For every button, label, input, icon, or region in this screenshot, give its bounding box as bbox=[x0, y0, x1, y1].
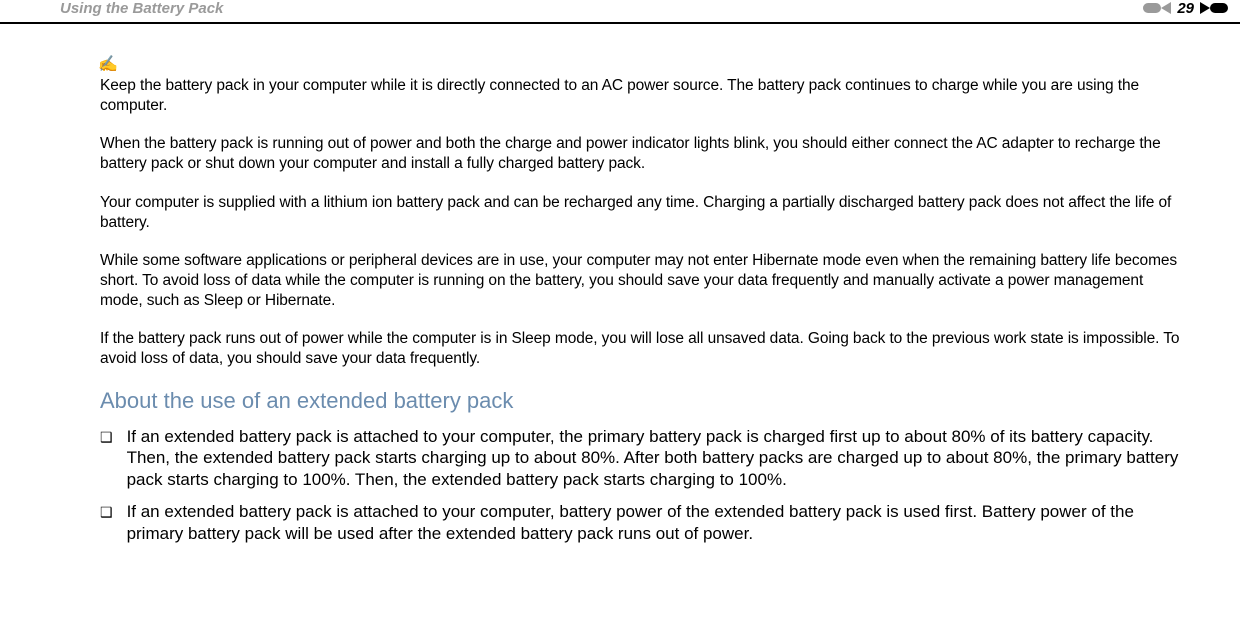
page-navigation: 29 bbox=[1143, 0, 1228, 17]
bullet-text: If an extended battery pack is attached … bbox=[127, 426, 1180, 491]
list-item: ❑ If an extended battery pack is attache… bbox=[100, 426, 1180, 491]
paragraph: If the battery pack runs out of power wh… bbox=[100, 329, 1180, 369]
bullet-marker-icon: ❑ bbox=[100, 429, 113, 446]
note-icon: ✍ bbox=[98, 54, 1180, 74]
paragraph: Your computer is supplied with a lithium… bbox=[100, 193, 1180, 233]
list-item: ❑ If an extended battery pack is attache… bbox=[100, 501, 1180, 545]
bullet-list: ❑ If an extended battery pack is attache… bbox=[100, 426, 1180, 545]
nav-prev-capsule[interactable] bbox=[1143, 3, 1161, 13]
section-heading: About the use of an extended battery pac… bbox=[100, 388, 1180, 414]
page-number: 29 bbox=[1177, 0, 1194, 17]
bullet-marker-icon: ❑ bbox=[100, 504, 113, 521]
page-header: Using the Battery Pack 29 bbox=[0, 0, 1240, 24]
paragraph: When the battery pack is running out of … bbox=[100, 134, 1180, 174]
bullet-text: If an extended battery pack is attached … bbox=[127, 501, 1180, 545]
paragraph: Keep the battery pack in your computer w… bbox=[100, 76, 1180, 116]
paragraph: While some software applications or peri… bbox=[100, 251, 1180, 311]
page-content: ✍ Keep the battery pack in your computer… bbox=[0, 24, 1240, 544]
nav-next-arrow-icon[interactable] bbox=[1200, 2, 1210, 14]
header-title: Using the Battery Pack bbox=[60, 0, 223, 17]
nav-prev-arrow-icon[interactable] bbox=[1161, 2, 1171, 14]
nav-next-capsule[interactable] bbox=[1210, 3, 1228, 13]
